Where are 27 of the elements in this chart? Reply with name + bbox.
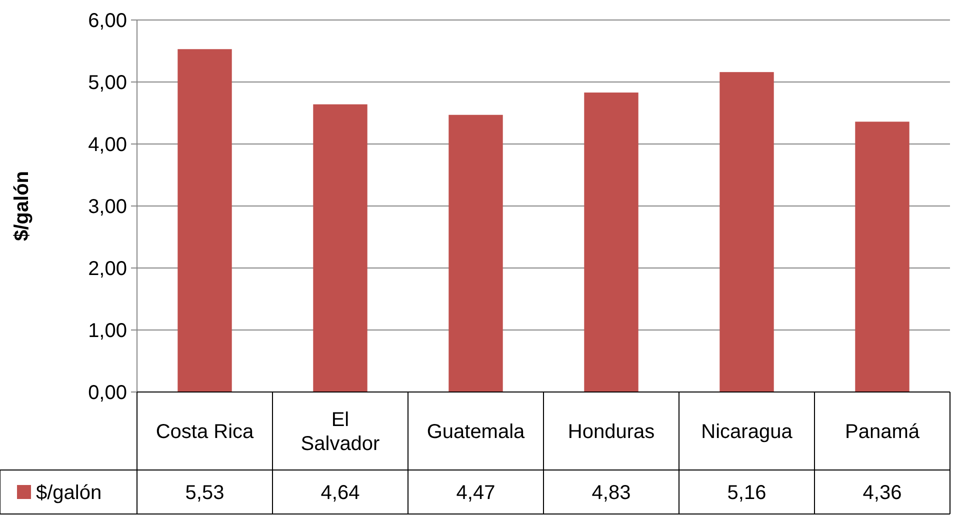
data-label: 5,53: [185, 482, 224, 504]
data-label: 4,47: [456, 482, 496, 504]
x-tick-label: Panamá: [845, 421, 920, 443]
y-tick-label: 5,00: [88, 72, 127, 94]
y-tick-label: 4,00: [88, 134, 127, 156]
bar: [720, 72, 774, 392]
x-tick-label: El Salvador: [300, 409, 380, 455]
y-axis-title: $/galón: [11, 170, 33, 242]
x-tick-label: Costa Rica: [156, 421, 255, 443]
x-tick-label: Nicaragua: [701, 421, 794, 443]
bar: [584, 92, 638, 392]
data-label: 4,36: [862, 482, 902, 504]
bar: [855, 122, 910, 392]
x-tick-label: Guatemala: [426, 421, 526, 443]
data-label: 4,64: [320, 482, 360, 504]
y-tick-label: 2,00: [88, 258, 127, 280]
bar: [178, 49, 232, 392]
y-tick-label: 6,00: [88, 10, 127, 32]
legend-label: $/galón: [36, 482, 102, 504]
y-tick-label: 1,00: [88, 320, 127, 342]
data-label: 4,83: [592, 482, 631, 504]
x-tick-label: Honduras: [568, 421, 655, 443]
y-tick-label: 3,00: [88, 196, 127, 218]
y-tick-label: 0,00: [88, 382, 127, 404]
bar: [313, 104, 368, 392]
bar: [448, 114, 503, 392]
data-label: 5,16: [727, 482, 766, 504]
